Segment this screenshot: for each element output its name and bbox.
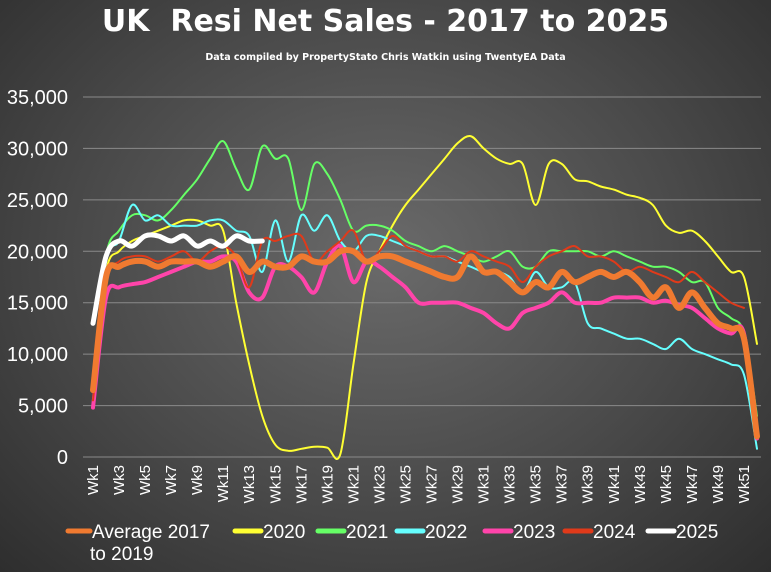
x-tick-label: Wk5 — [137, 465, 154, 495]
legend-label: 2020 — [263, 522, 305, 543]
x-tick-label: Wk7 — [163, 465, 180, 495]
x-tick-label: Wk19 — [319, 465, 336, 503]
x-tick-label: Wk31 — [476, 465, 493, 503]
x-tick-label: Wk33 — [502, 465, 519, 503]
x-tick-label: Wk3 — [111, 465, 128, 495]
y-tick-label: 0 — [57, 447, 68, 469]
y-tick-label: 5,000 — [18, 396, 68, 418]
y-tick-label: 30,000 — [7, 138, 68, 160]
x-tick-label: Wk45 — [658, 465, 675, 503]
series-line-average-2017-to-2019 — [90, 247, 760, 440]
series-line-2024 — [92, 229, 745, 402]
x-tick-label: Wk35 — [528, 465, 545, 503]
y-tick-label: 10,000 — [7, 344, 68, 366]
y-tick-label: 25,000 — [7, 190, 68, 212]
x-tick-label: Wk15 — [267, 465, 284, 503]
legend-label: 2023 — [513, 522, 555, 543]
y-tick-label: 15,000 — [7, 293, 68, 315]
x-tick-label: Wk13 — [241, 465, 258, 503]
series-line-2025 — [90, 232, 265, 326]
x-tick-label: Wk51 — [736, 465, 753, 503]
x-tick-label: Wk27 — [424, 465, 441, 503]
x-tick-label: Wk25 — [397, 465, 414, 503]
series-line-2021 — [92, 140, 758, 417]
x-tick-label: Wk23 — [371, 465, 388, 503]
x-tick-label: Wk21 — [345, 465, 362, 503]
x-tick-label: Wk11 — [215, 465, 232, 502]
x-tick-label: Wk47 — [684, 465, 701, 503]
legend-label: 2022 — [425, 522, 467, 543]
x-tick-label: Wk41 — [606, 465, 623, 503]
y-tick-label: 35,000 — [7, 87, 68, 109]
series-line-2020 — [92, 134, 758, 460]
chart-subtitle: Data compiled by PropertyStato Chris Wat… — [205, 52, 566, 63]
x-tick-label: Wk17 — [293, 465, 310, 503]
legend-label-line2: to 2019 — [90, 544, 153, 565]
x-tick-label: Wk9 — [189, 465, 206, 495]
legend-label: 2021 — [346, 522, 388, 543]
x-tick-label: Wk43 — [632, 465, 649, 503]
x-tick-label: Wk29 — [450, 465, 467, 503]
x-tick-label: Wk39 — [580, 465, 597, 503]
legend-label: 2025 — [676, 522, 718, 543]
x-tick-label: Wk49 — [710, 465, 727, 503]
chart-title: UK Resi Net Sales - 2017 to 2025 — [101, 4, 670, 39]
y-tick-label: 20,000 — [7, 241, 68, 263]
x-tick-label: Wk37 — [554, 465, 571, 503]
x-tick-label: Wk1 — [85, 465, 102, 495]
legend-label: 2024 — [593, 522, 636, 543]
legend-label: Average 2017 — [92, 522, 210, 543]
